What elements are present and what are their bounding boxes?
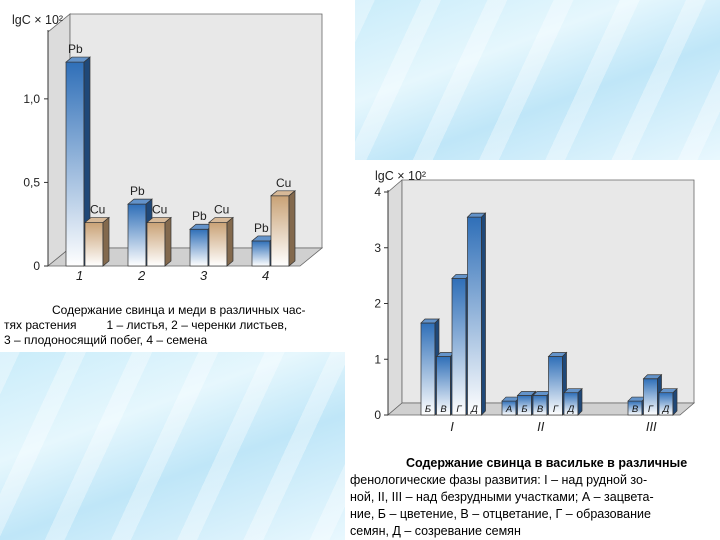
chart1-bar-cu-4-side: [288, 190, 296, 267]
background-sky-top-right: [355, 0, 720, 160]
chart1-bar-cu-label: Cu: [214, 203, 229, 217]
chart2-left-wall: [387, 179, 403, 416]
chart1-bar-pb-label: Pb: [254, 221, 269, 235]
caption-left-line-1: Содержание свинца и меди в различных час…: [52, 303, 306, 317]
chart2-bar-I-Д-front: [467, 216, 482, 416]
chart2-bar-I-Д-side: [481, 212, 486, 416]
chart1-y-axis-title: lgC × 10²: [12, 13, 63, 27]
chart1-bar-cu-3: [208, 216, 234, 267]
chart1-bar-cu-1: [84, 216, 110, 267]
chart2-bar-label: А: [505, 404, 512, 415]
caption-right-line-1: Содержание свинца в васильке в различные: [406, 456, 688, 470]
chart1-category-label: 4: [262, 268, 269, 283]
chart2-bar-label: Г: [648, 404, 654, 415]
chart1-bar-cu-4: [270, 190, 296, 267]
chart2-bar-II-Д: [563, 387, 583, 416]
chart2-bar-I-Б-front: [420, 322, 436, 416]
chart2-bar-label: Б: [521, 404, 527, 415]
caption-right: Содержание свинца в васильке в различные…: [350, 455, 720, 540]
chart2-bar-II-Д-side: [577, 387, 583, 416]
chart2-bar-label: Г: [456, 404, 462, 415]
chart1-y-tick-label: 1,0: [23, 92, 40, 106]
chart2-y-axis-title: lgC × 10²: [375, 169, 426, 183]
caption-right-line-4: ние, Б – цветение, В – отцветание, Г – о…: [350, 507, 651, 521]
chart2-y-tick-label: 4: [374, 185, 381, 199]
chart1-bar-cu-1-side: [102, 216, 110, 267]
chart1-bar-pb-1: [65, 56, 91, 267]
chart2-group-label: III: [646, 419, 657, 434]
chart2-y-tick-label: 0: [374, 408, 381, 422]
chart2-bar-label: Б: [425, 404, 431, 415]
chart1-bar-cu-label: Cu: [90, 203, 105, 217]
chart2-bar-label: Д: [662, 404, 670, 415]
chart2-bar-label: Г: [553, 404, 559, 415]
caption-left-line-3: 3 – плодоносящий побег, 4 – семена: [4, 333, 208, 347]
chart2-bar-III-Д-side: [672, 387, 678, 416]
chart2-y-tick-label: 3: [374, 241, 381, 255]
caption-left-line-2: тях растения 1 – листья, 2 – черенки лис…: [4, 318, 288, 332]
chart-lead-copper-plant-parts: 0 0,5 1,0 lgC × 10² Pb Cu 1 Pb Cu 2 Pb Cu 3 Pb Cu 4: [12, 13, 324, 283]
background-sky-bottom-left: [0, 352, 345, 540]
caption-right-line-3: ной, II, III – над безрудными участками;…: [350, 490, 654, 504]
chart2-bar-label: В: [537, 404, 544, 415]
chart1-category-label: 3: [200, 268, 208, 283]
chart1-category-label: 2: [137, 268, 146, 283]
chart1-bar-pb-label: Pb: [130, 184, 145, 198]
chart2-y-tick-label: 1: [374, 352, 381, 366]
chart1-bar-pb-label: Pb: [192, 209, 207, 223]
chart1-y-tick-label: 0,5: [23, 175, 40, 189]
chart1-category-label: 1: [76, 268, 83, 283]
chart2-bar-III-Д: [658, 387, 678, 416]
chart2-bar-II-А: [501, 396, 521, 416]
chart1-y-tick-label: 0: [33, 259, 40, 273]
chart2-bar-I-Г-front: [451, 278, 467, 416]
chart2-bar-label: В: [632, 404, 639, 415]
chart1-bar-pb-label: Pb: [68, 42, 83, 56]
chart1-bar-cu-2: [146, 216, 172, 267]
chart2-y-tick-label: 2: [374, 297, 381, 311]
chart2-group-label: I: [450, 419, 454, 434]
chart2-group-label: II: [537, 419, 545, 434]
chart2-bar-label: Д: [567, 404, 575, 415]
chart2-bar-label: В: [440, 404, 447, 415]
chart1-bar-cu-3-side: [226, 216, 234, 267]
chart1-bar-cu-label: Cu: [276, 176, 291, 190]
chart1-bar-cu-2-side: [164, 216, 172, 267]
chart2-bar-I-Д: [466, 212, 487, 416]
chart1-bar-cu-label: Cu: [152, 203, 167, 217]
caption-left: Содержание свинца и меди в различных час…: [4, 303, 344, 348]
chart2-bar-label: Д: [470, 404, 478, 415]
caption-right-line-2: фенологические фазы развития: I – над ру…: [350, 473, 648, 487]
caption-right-line-5: семян, Д – созревание семян: [350, 524, 521, 538]
